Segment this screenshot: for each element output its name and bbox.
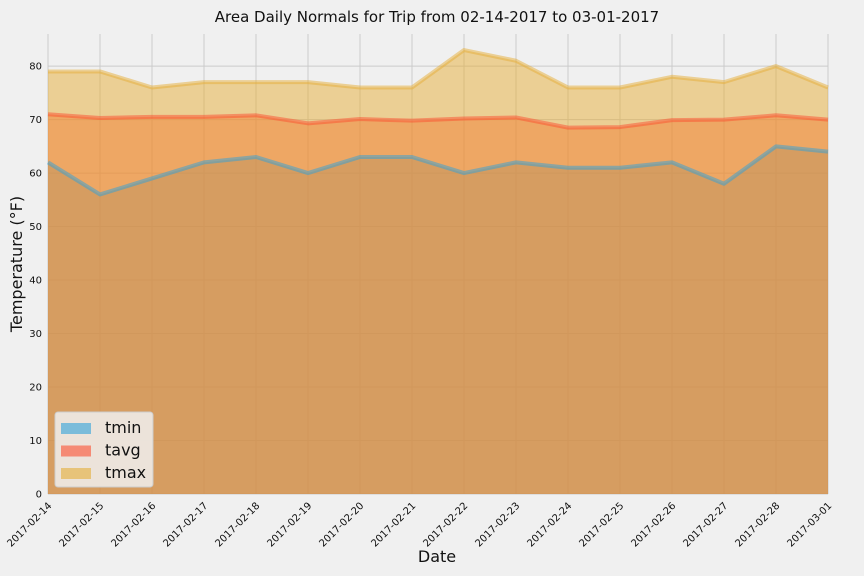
x-tick-label: 2017-02-14 [5, 501, 54, 550]
y-tick-label: 40 [29, 276, 42, 287]
x-tick-label: 2017-02-25 [577, 501, 626, 550]
legend-swatch-tmin [61, 423, 91, 434]
y-tick-label: 80 [29, 62, 42, 73]
y-tick-label: 60 [29, 169, 42, 180]
x-tick-label: 2017-02-17 [161, 501, 210, 550]
y-tick-label: 10 [29, 436, 42, 447]
area-tmax [48, 50, 828, 495]
x-tick-label: 2017-02-16 [109, 501, 158, 550]
x-tick-label: 2017-02-20 [317, 501, 366, 550]
y-tick-label: 20 [29, 383, 42, 394]
line-tavg [47, 112, 829, 130]
legend-label-tavg: tavg [105, 441, 141, 460]
x-tick-label: 2017-02-21 [369, 501, 418, 550]
line-tmin [46, 144, 829, 197]
x-tick-label: 2017-02-26 [629, 501, 678, 550]
legend: tmin tavg tmax [54, 411, 154, 488]
x-tick-label: 2017-02-19 [265, 501, 314, 550]
x-tick-label: 2017-02-27 [681, 501, 730, 550]
y-tick-label: 70 [29, 115, 42, 126]
y-tick-label: 0 [36, 490, 42, 501]
legend-swatch-tmax [61, 468, 91, 479]
x-axis-label: Date [418, 547, 456, 566]
y-tick-labels: 0 10 20 30 40 50 60 70 80 [29, 62, 42, 501]
y-axis-label: Temperature (°F) [7, 196, 26, 333]
area-series [48, 50, 828, 495]
x-tick-label: 2017-02-15 [57, 501, 106, 550]
legend-label-tmin: tmin [105, 418, 141, 437]
x-tick-label: 2017-02-28 [733, 501, 782, 550]
legend-swatch-tavg [61, 445, 91, 457]
chart-title: Area Daily Normals for Trip from 02-14-2… [215, 8, 659, 26]
x-tick-label: 2017-02-18 [213, 501, 262, 550]
y-tick-label: 50 [29, 222, 42, 233]
x-tick-label: 2017-02-22 [421, 501, 470, 550]
x-tick-label: 2017-02-23 [473, 501, 522, 550]
x-tick-label: 2017-03-01 [785, 501, 834, 550]
x-tick-labels: 2017-02-14 2017-02-15 2017-02-16 2017-02-17… [5, 501, 834, 550]
line-tmax [48, 48, 829, 90]
x-tick-label: 2017-02-24 [525, 501, 574, 550]
legend-label-tmax: tmax [105, 463, 146, 482]
series-lines [46, 48, 829, 197]
y-tick-label: 30 [29, 329, 42, 340]
